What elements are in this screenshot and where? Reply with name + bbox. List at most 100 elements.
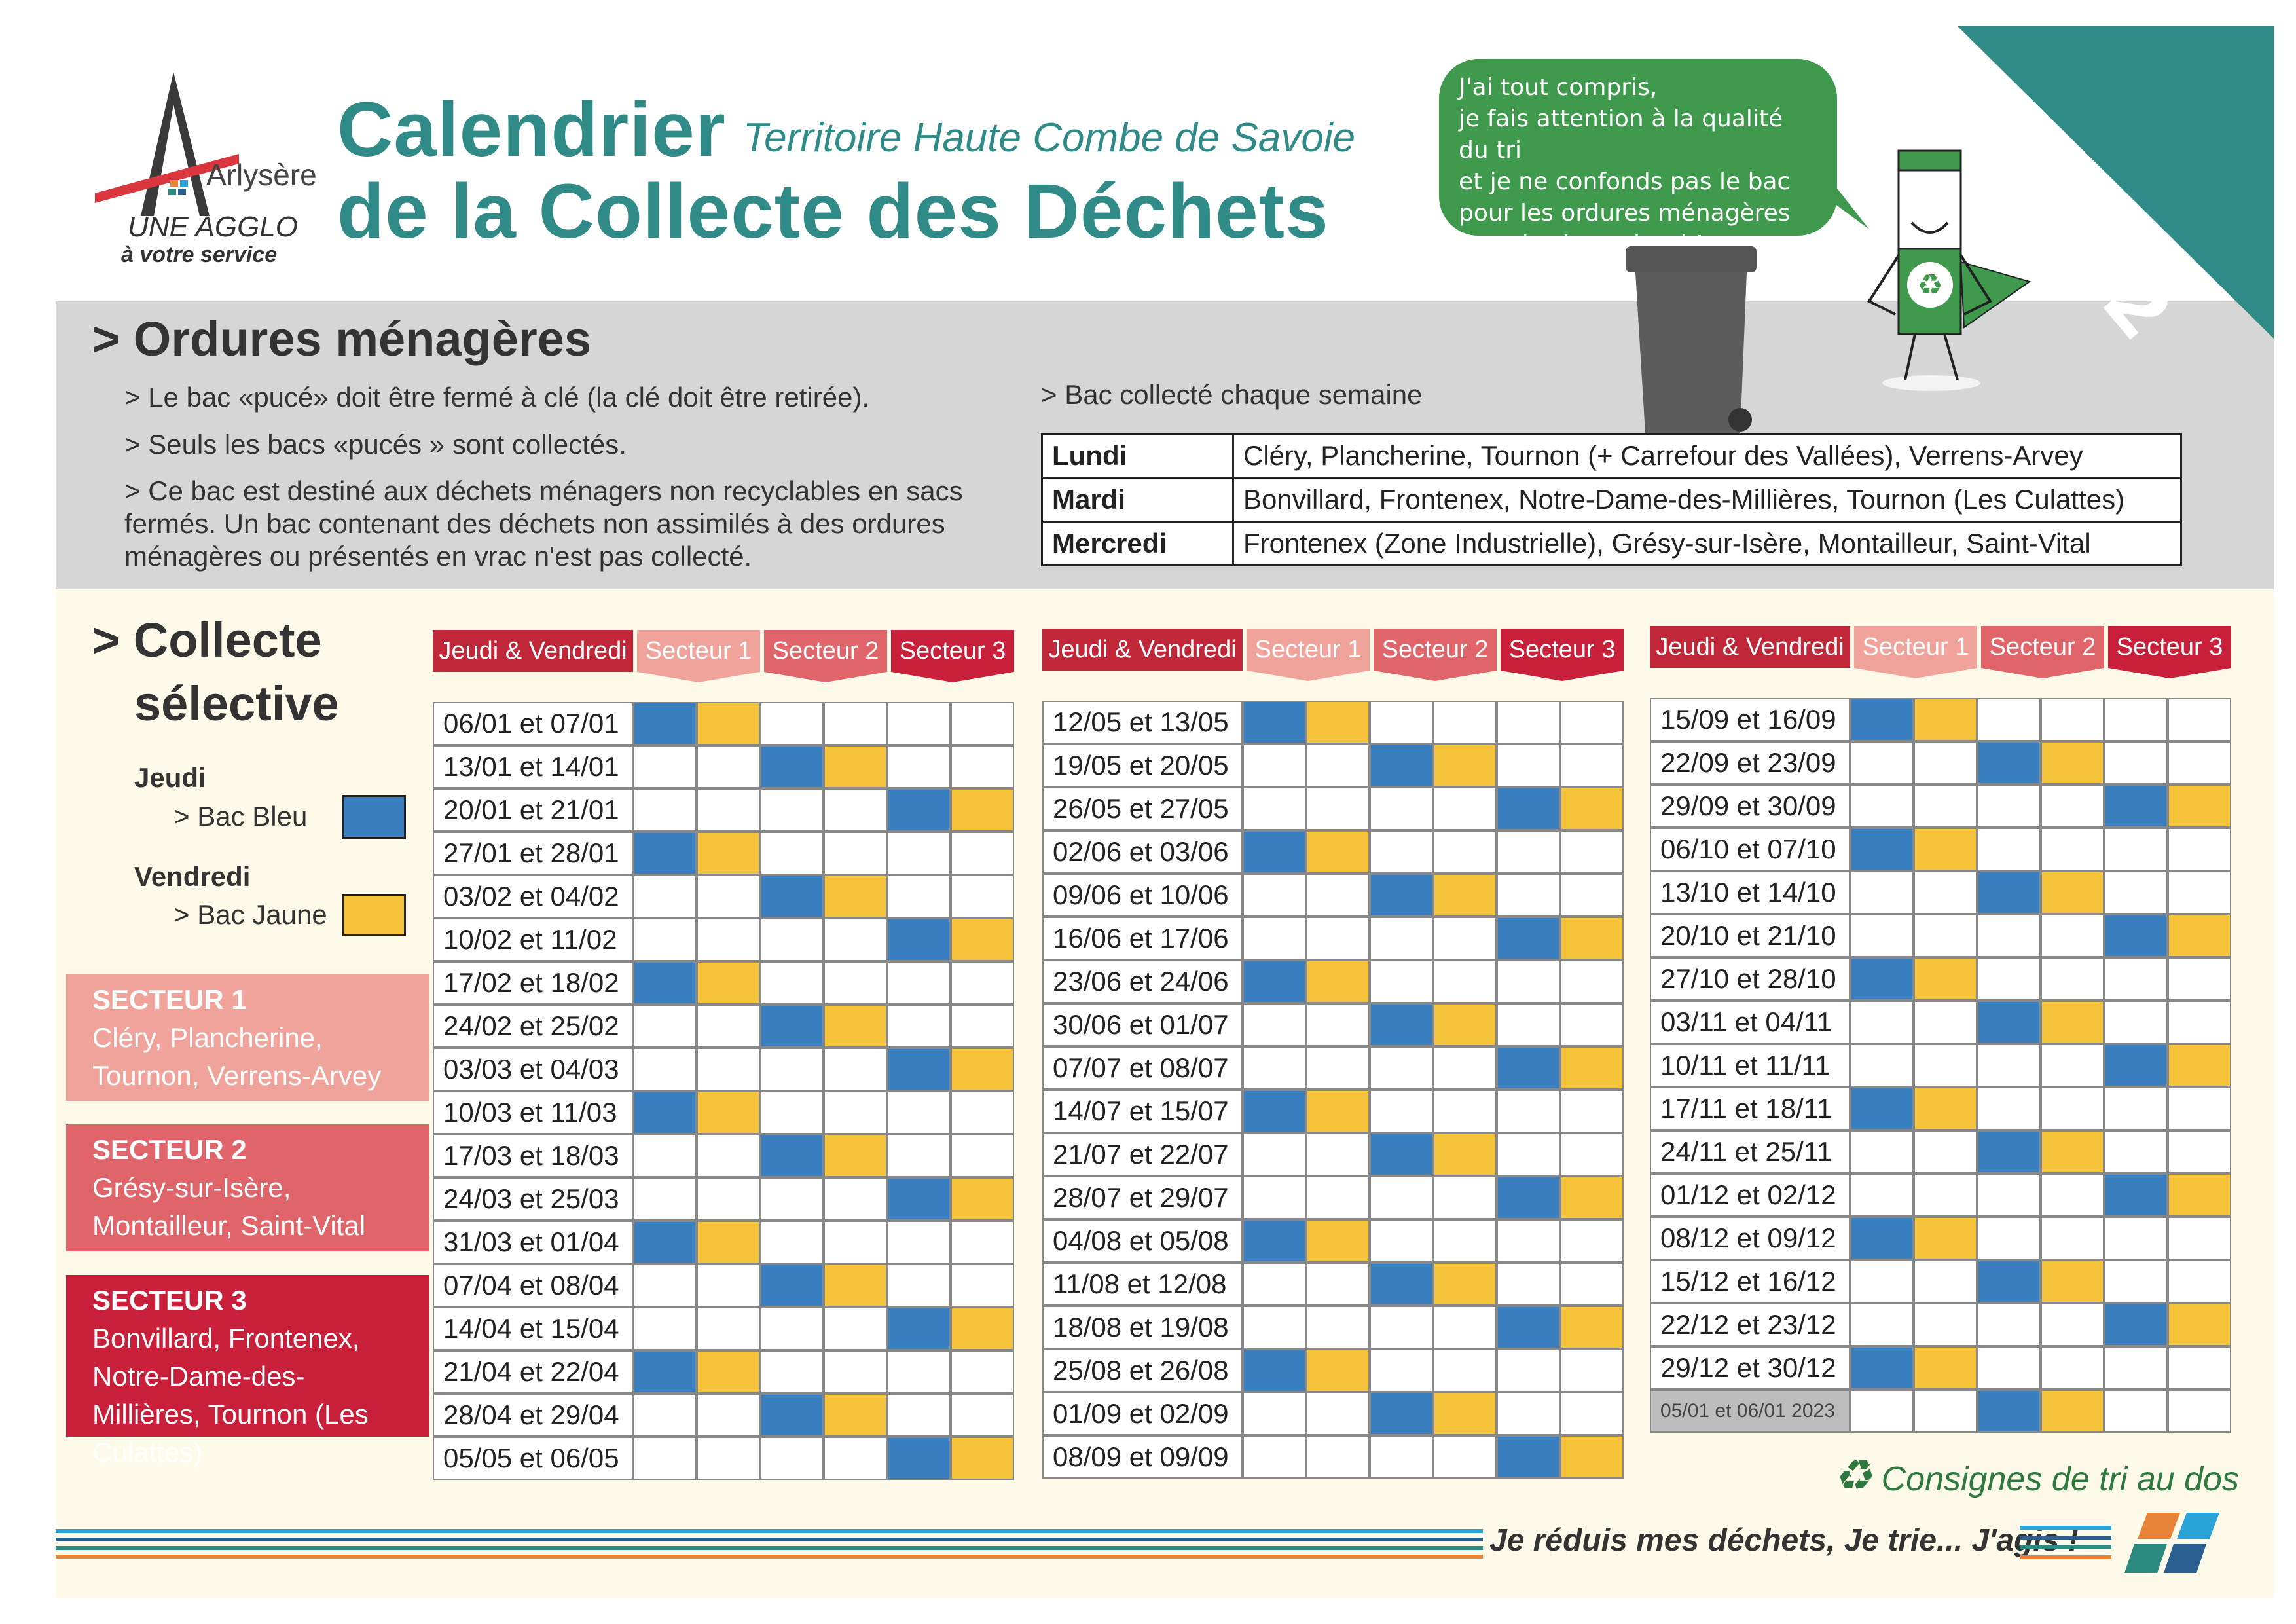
empty-cell [1497,830,1560,874]
empty-cell [1977,698,2041,741]
blue-bin-cell [760,1005,824,1048]
blue-bin-cell [1243,960,1306,1003]
collection-dates: 24/11 et 25/11 [1650,1130,1850,1173]
day: Mardi [1041,477,1234,523]
blue-bin-cell [887,918,951,961]
empty-cell [1560,874,1624,917]
empty-cell [1560,1263,1624,1306]
footer-lines-icon [56,1529,1483,1559]
yellow-bin-cell [2168,784,2231,828]
yellow-bin-cell [1914,1087,1977,1130]
collection-dates: 29/12 et 30/12 [1650,1346,1850,1390]
empty-cell [1560,1392,1624,1435]
empty-cell [1306,744,1370,787]
yellow-bin-cell [824,875,887,918]
collection-dates: 03/11 et 04/11 [1650,1001,1850,1044]
blue-bin-cell [1977,871,2041,914]
collection-dates: 17/03 et 18/03 [433,1134,633,1177]
collection-dates: 21/07 et 22/07 [1042,1133,1243,1176]
blue-bin-cell [1370,1133,1433,1176]
empty-cell [1306,1176,1370,1219]
empty-cell [697,918,760,961]
empty-cell [1977,828,2041,871]
yellow-bin-cell [1560,787,1624,830]
sector-2-header: Secteur 2 [1981,626,2104,668]
blue-bin-cell [887,788,951,832]
blue-bin-cell [1977,741,2041,784]
blue-bin-cell [1370,1392,1433,1435]
empty-cell [760,832,824,875]
blue-bin-cell [1370,1003,1433,1046]
empty-cell [1497,1133,1560,1176]
collection-dates: 19/05 et 20/05 [1042,744,1243,787]
calendar-row: 10/02 et 11/02 [433,918,1014,961]
empty-cell [697,1048,760,1091]
empty-cell [697,1437,760,1480]
empty-cell [1560,1003,1624,1046]
empty-cell [633,1134,697,1177]
empty-cell [1914,1390,1977,1433]
blue-bin-cell [887,1177,951,1221]
empty-cell [1497,960,1560,1003]
collection-dates: 31/03 et 01/04 [433,1221,633,1264]
empty-cell [2041,1217,2104,1260]
empty-cell [887,1221,951,1264]
yellow-bin-cell [1306,1219,1370,1263]
empty-cell [1433,960,1497,1003]
blue-swatch [342,795,406,839]
empty-cell [1306,917,1370,960]
yellow-bin-cell [1306,701,1370,744]
empty-cell [633,745,697,788]
agglo-logo-icon [2020,1513,2219,1573]
empty-cell [2168,828,2231,871]
empty-cell [633,1177,697,1221]
empty-cell [1560,1133,1624,1176]
blue-bin-cell [1370,744,1433,787]
blue-bin-cell [1850,1346,1914,1390]
collection-dates: 01/09 et 02/09 [1042,1392,1243,1435]
empty-cell [1560,1090,1624,1133]
logo-line2: à votre service [121,242,278,267]
yellow-bin-cell [1914,1217,1977,1260]
selective-heading: sélective [134,676,339,731]
yellow-bin-cell [951,788,1014,832]
empty-cell [2041,914,2104,957]
blue-bin-cell [633,832,697,875]
blue-bin-cell [633,1221,697,1264]
empty-cell [1433,1090,1497,1133]
logo: Arlysère UNE AGGLO à votre service [88,65,317,268]
sector-3-header: Secteur 3 [1501,629,1624,671]
empty-cell [2104,871,2168,914]
yellow-bin-cell [1433,1133,1497,1176]
blue-bin-cell [887,1048,951,1091]
empty-cell [951,832,1014,875]
bubble-tail-icon [1807,183,1869,229]
collection-dates: 17/11 et 18/11 [1650,1087,1850,1130]
sector-1-header: Secteur 1 [1247,629,1370,671]
empty-cell [1243,917,1306,960]
empty-cell [1914,784,1977,828]
blue-bin-cell [1977,1001,2041,1044]
collection-dates: 28/04 et 29/04 [433,1393,633,1437]
calendar-row: 05/05 et 06/05 [433,1437,1014,1480]
empty-cell [697,745,760,788]
yellow-bin-cell [824,745,887,788]
yellow-bin-cell [1433,1003,1497,1046]
yellow-bin-cell [2168,914,2231,957]
empty-cell [760,1091,824,1134]
calendar-row: 30/06 et 01/07 [1042,1003,1624,1046]
trash-bin-icon [1626,246,1757,433]
blue-bin-cell [760,1134,824,1177]
collection-dates: 07/04 et 08/04 [433,1264,633,1307]
empty-cell [1497,1090,1560,1133]
empty-cell [633,875,697,918]
empty-cell [824,788,887,832]
collection-dates: 14/04 et 15/04 [433,1307,633,1350]
calendar-row: 13/01 et 14/01 [433,745,1014,788]
empty-cell [2168,1260,2231,1303]
empty-cell [2104,957,2168,1001]
empty-cell [1850,1130,1914,1173]
collection-dates: 14/07 et 15/07 [1042,1090,1243,1133]
collection-dates: 11/08 et 12/08 [1042,1263,1243,1306]
empty-cell [633,1048,697,1091]
